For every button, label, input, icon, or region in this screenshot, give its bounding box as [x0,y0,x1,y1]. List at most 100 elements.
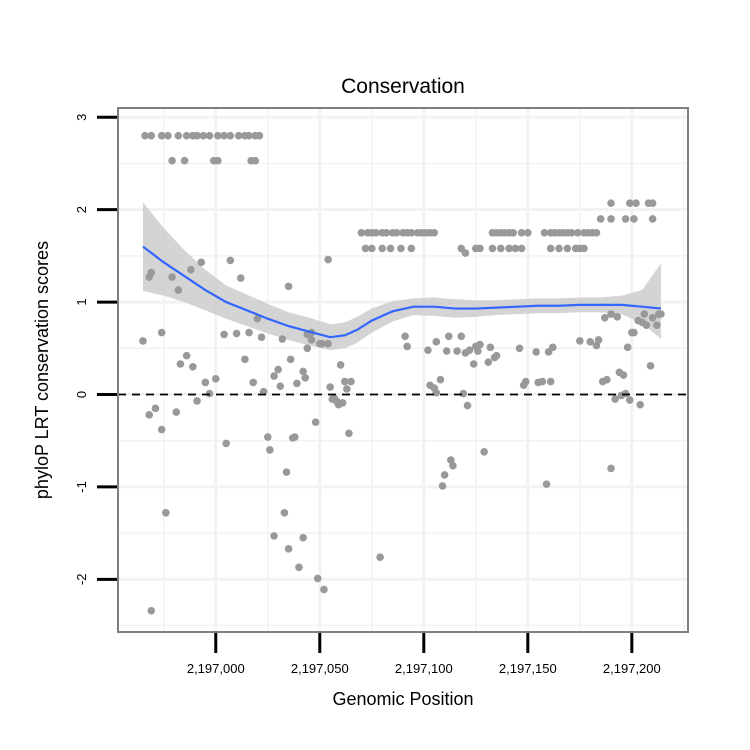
data-point [496,244,505,253]
data-point [632,199,640,207]
data-point [596,215,605,223]
data-point [145,411,154,419]
data-point [205,131,214,140]
data-point [492,351,501,360]
data-point [630,215,638,223]
data-point [263,433,272,441]
data-point [476,340,484,349]
data-point [407,228,416,237]
data-point [430,228,439,237]
data-point [367,244,376,253]
data-point [378,244,386,253]
data-point [619,371,628,379]
data-point [174,131,183,140]
data-point [274,365,282,374]
data-point [459,389,468,398]
data-point [280,508,289,517]
x-axis-title: Genomic Position [332,689,473,709]
data-point [457,332,466,341]
data-point [586,338,595,346]
data-point [303,344,312,353]
data-point [141,131,149,140]
data-point [182,351,191,360]
data-point [164,131,172,140]
data-point [401,332,409,341]
data-point [642,321,651,329]
data-point [453,347,461,355]
y-tick-label: 1 [74,298,89,305]
x-tick-label: 2,197,150 [499,661,557,676]
data-point [320,585,328,594]
data-point [307,336,316,344]
axes: -2 -1 0 1 2 3 2,197,000 2,197,050 2,197,100 2,197… [74,114,661,676]
data-point [236,274,245,282]
data-point [147,606,156,615]
data-point [347,377,355,386]
data-point [469,360,478,368]
data-point [313,574,322,583]
data-point [636,400,644,409]
y-tick-label: 0 [74,391,89,398]
data-point [299,533,307,542]
data-point [255,131,264,140]
data-point [301,374,310,382]
y-tick-label: -1 [74,481,89,493]
data-point [432,338,441,346]
data-point [505,244,513,253]
data-point [286,355,295,364]
data-point [222,439,230,448]
data-point [611,395,619,403]
data-point [648,199,657,207]
chart-title: Conservation [341,75,465,98]
data-point [187,265,195,274]
data-point [338,399,347,407]
data-point [324,339,332,348]
data-point [607,215,615,223]
data-point [517,244,526,253]
data-point [343,385,351,393]
data-point [253,314,262,323]
data-point [220,131,228,140]
data-point [484,358,493,366]
data-point [546,377,555,386]
data-point [147,131,156,140]
data-point [172,408,181,416]
data-point [245,131,253,140]
data-point [444,332,453,341]
data-point [157,131,166,140]
data-point [168,156,176,165]
y-axis-title: phyloP LRT conservation scores [32,241,52,499]
data-point [652,321,661,329]
y-tick-label: -2 [74,574,89,586]
data-point [567,228,576,237]
data-point [440,471,449,479]
data-point [538,377,547,386]
data-point [157,425,166,434]
y-tick-label: 2 [74,206,89,213]
data-point [180,156,189,165]
y-tick-label: 3 [74,114,89,121]
data-point [607,310,615,318]
data-point [245,328,253,337]
data-point [607,199,615,207]
data-point [214,131,222,140]
data-point [234,131,243,140]
data-point [193,397,201,405]
data-point [488,244,497,253]
data-point [226,256,235,265]
data-point [189,362,197,371]
data-point [270,532,278,540]
data-point [361,244,370,253]
data-point [214,156,222,165]
data-point [625,199,634,207]
data-point [376,553,384,561]
data-point [382,228,391,237]
data-point [580,244,588,253]
data-point [295,563,303,572]
data-point [407,244,416,253]
data-point [139,337,147,345]
data-point [563,244,572,253]
data-point [546,244,555,253]
data-point [461,249,470,257]
data-point [600,313,609,322]
